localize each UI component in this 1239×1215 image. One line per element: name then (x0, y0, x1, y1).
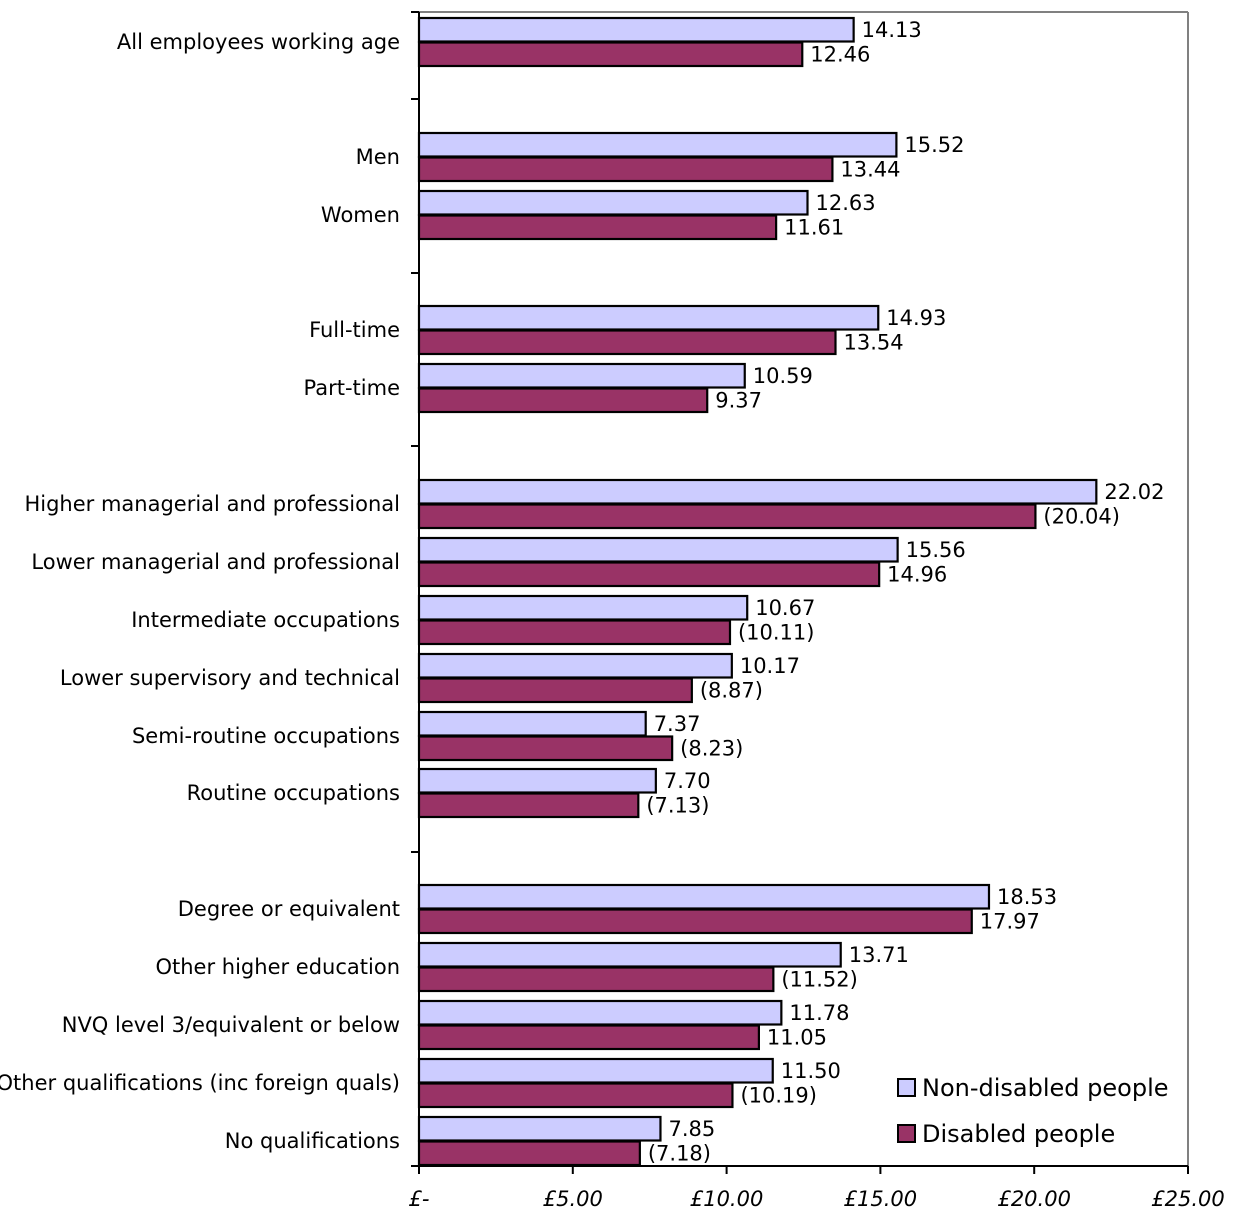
bar-non-disabled (417, 16, 855, 43)
value-label-disabled: (10.11) (738, 620, 815, 644)
bar-disabled (417, 1082, 734, 1109)
category-label: Women (321, 203, 400, 227)
value-label-non-disabled: 10.17 (740, 654, 800, 678)
legend-swatch-disabled (897, 1124, 916, 1143)
bar-non-disabled (417, 1057, 774, 1084)
x-tick-label: £10.00 (690, 1187, 763, 1211)
value-label-disabled: 9.37 (715, 388, 762, 412)
bar-non-disabled (417, 304, 880, 331)
bar-disabled (417, 735, 674, 762)
value-label-disabled: 12.46 (810, 42, 870, 66)
value-label-disabled: 11.05 (767, 1025, 827, 1049)
category-label: Other qualifications (inc foreign quals) (0, 1071, 400, 1095)
value-label-disabled: 14.96 (887, 562, 947, 586)
value-label-non-disabled: 13.71 (849, 943, 909, 967)
value-label-non-disabled: 10.59 (753, 364, 813, 388)
category-label: Degree or equivalent (178, 897, 400, 921)
category-label: Lower managerial and professional (31, 550, 400, 574)
value-label-disabled: (20.04) (1043, 504, 1120, 528)
value-label-non-disabled: 7.37 (654, 712, 701, 736)
bar-non-disabled (417, 131, 898, 158)
value-label-non-disabled: 10.67 (755, 596, 815, 620)
bar-non-disabled (417, 362, 746, 389)
axis-layer: £- £5.00 £10.00 £15.00 £20.00 £25.00 (409, 11, 1225, 1211)
value-label-disabled: (8.23) (680, 736, 743, 760)
value-label-non-disabled: 11.78 (789, 1001, 849, 1025)
bar-non-disabled (417, 478, 1098, 505)
bar-disabled (417, 1140, 641, 1167)
bar-non-disabled (417, 999, 783, 1026)
category-label: Part-time (304, 376, 400, 400)
bar-non-disabled (417, 536, 899, 563)
legend-label-non-disabled: Non-disabled people (922, 1074, 1169, 1102)
bar-non-disabled (417, 1115, 662, 1142)
bar-disabled (417, 41, 804, 68)
bar-disabled (417, 908, 973, 935)
category-label: Other higher education (155, 955, 400, 979)
category-label: All employees working age (117, 30, 400, 54)
bar-non-disabled (417, 941, 842, 968)
value-label-disabled: (10.19) (740, 1083, 817, 1107)
category-label: Full-time (309, 318, 400, 342)
bars-layer (417, 16, 1098, 1167)
x-tick-label: £5.00 (543, 1187, 603, 1211)
value-label-disabled: 13.44 (840, 157, 900, 181)
value-label-non-disabled: 7.70 (664, 769, 711, 793)
legend-swatch-non-disabled (897, 1078, 916, 1097)
category-label: NVQ level 3/equivalent or below (62, 1013, 400, 1037)
category-label: Higher managerial and professional (24, 492, 400, 516)
value-label-disabled: (7.13) (646, 793, 709, 817)
bar-disabled (417, 329, 837, 356)
x-tick-label: £- (409, 1187, 430, 1211)
value-label-disabled: (7.18) (648, 1141, 711, 1165)
value-label-disabled: 11.61 (784, 215, 844, 239)
value-label-non-disabled: 22.02 (1104, 480, 1164, 504)
bar-disabled (417, 677, 693, 704)
category-label: No qualifications (225, 1129, 400, 1153)
bar-disabled (417, 156, 834, 183)
value-label-non-disabled: 14.93 (886, 306, 946, 330)
bar-non-disabled (417, 767, 657, 794)
bar-non-disabled (417, 652, 733, 679)
value-label-non-disabled: 15.52 (904, 133, 964, 157)
category-label: Semi-routine occupations (132, 724, 400, 748)
bar-non-disabled (417, 710, 647, 737)
value-label-disabled: 17.97 (980, 909, 1040, 933)
bar-disabled (417, 387, 709, 414)
value-label-non-disabled: 15.56 (906, 538, 966, 562)
bar-non-disabled (417, 189, 809, 216)
bar-disabled (417, 619, 732, 646)
value-label-disabled: (11.52) (781, 967, 858, 991)
bar-disabled (417, 966, 775, 993)
category-label: Men (356, 145, 400, 169)
bar-disabled (417, 1024, 760, 1051)
value-label-disabled: (8.87) (700, 678, 763, 702)
bar-non-disabled (417, 594, 749, 621)
category-label: Intermediate occupations (131, 608, 400, 632)
bar-non-disabled (417, 883, 991, 910)
value-label-non-disabled: 18.53 (997, 885, 1057, 909)
value-label-non-disabled: 14.13 (862, 18, 922, 42)
x-tick-label: £20.00 (997, 1187, 1070, 1211)
bar-disabled (417, 792, 640, 819)
x-tick-label: £25.00 (1151, 1187, 1224, 1211)
value-label-disabled: 13.54 (843, 330, 903, 354)
category-label: Lower supervisory and technical (60, 666, 400, 690)
bar-disabled (417, 503, 1037, 530)
legend: Non-disabled people Disabled people (897, 1074, 1169, 1148)
value-label-non-disabled: 11.50 (781, 1059, 841, 1083)
legend-label-disabled: Disabled people (922, 1120, 1115, 1148)
category-label: Routine occupations (187, 781, 400, 805)
value-label-non-disabled: 12.63 (815, 191, 875, 215)
value-label-non-disabled: 7.85 (668, 1117, 715, 1141)
x-tick-label: £15.00 (844, 1187, 917, 1211)
bar-disabled (417, 214, 778, 241)
bar-disabled (417, 561, 881, 588)
